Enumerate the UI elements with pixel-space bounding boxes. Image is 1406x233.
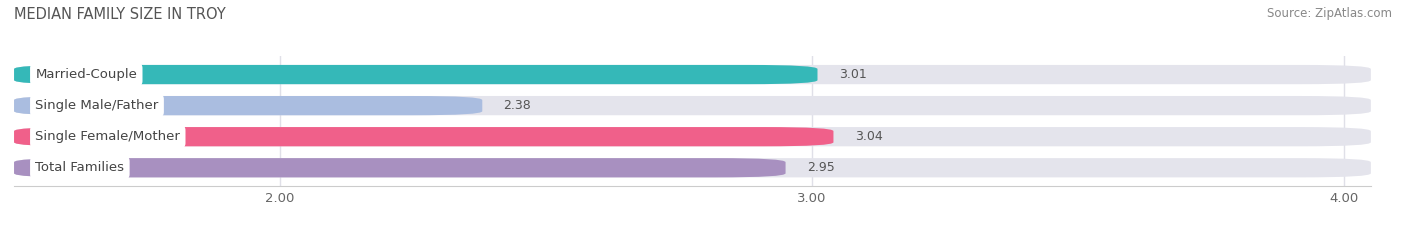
Text: Single Male/Father: Single Male/Father [35, 99, 159, 112]
Text: Total Families: Total Families [35, 161, 124, 174]
FancyBboxPatch shape [14, 158, 1371, 177]
FancyBboxPatch shape [14, 96, 1371, 115]
FancyBboxPatch shape [14, 127, 834, 146]
Text: 3.01: 3.01 [839, 68, 866, 81]
FancyBboxPatch shape [14, 96, 482, 115]
Text: 2.38: 2.38 [503, 99, 531, 112]
Text: MEDIAN FAMILY SIZE IN TROY: MEDIAN FAMILY SIZE IN TROY [14, 7, 226, 22]
FancyBboxPatch shape [14, 158, 786, 177]
Text: Source: ZipAtlas.com: Source: ZipAtlas.com [1267, 7, 1392, 20]
FancyBboxPatch shape [14, 65, 817, 84]
Text: 3.04: 3.04 [855, 130, 883, 143]
Text: Married-Couple: Married-Couple [35, 68, 138, 81]
FancyBboxPatch shape [14, 65, 1371, 84]
Text: 2.95: 2.95 [807, 161, 835, 174]
Text: Single Female/Mother: Single Female/Mother [35, 130, 180, 143]
FancyBboxPatch shape [14, 127, 1371, 146]
